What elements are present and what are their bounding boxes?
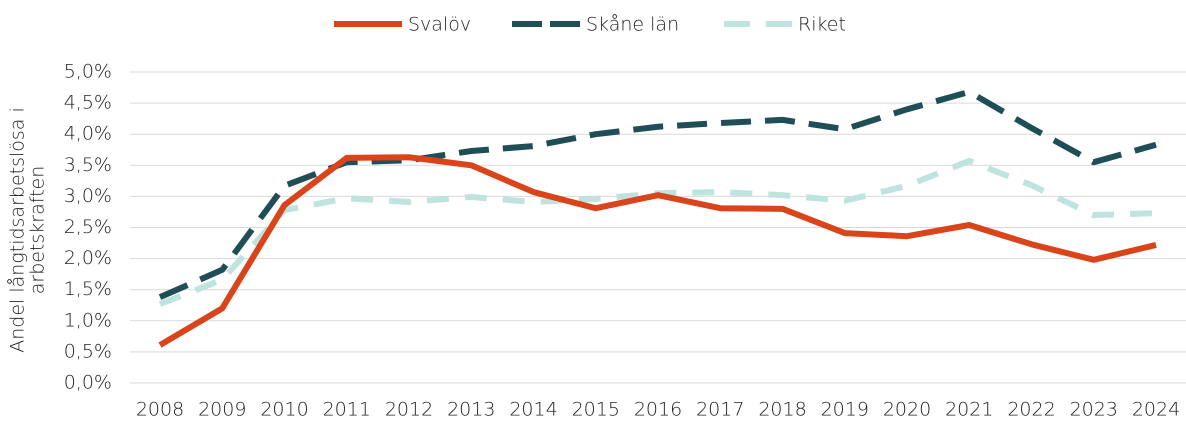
x-tick-label: 2015 bbox=[572, 399, 620, 421]
y-tick-label: 2,0% bbox=[64, 247, 112, 269]
legend-label: Riket bbox=[798, 14, 846, 36]
y-axis-title-line: arbetskraften bbox=[27, 166, 49, 295]
x-tick-label: 2019 bbox=[821, 399, 869, 421]
x-tick-label: 2020 bbox=[883, 399, 931, 421]
legend-label: Svalöv bbox=[408, 14, 471, 36]
y-tick-label: 4,5% bbox=[64, 92, 112, 114]
x-tick-label: 2022 bbox=[1007, 399, 1055, 421]
x-tick-label: 2012 bbox=[385, 399, 433, 421]
x-tick-label: 2008 bbox=[136, 399, 184, 421]
legend-label: Skåne län bbox=[586, 14, 679, 36]
x-tick-label: 2011 bbox=[323, 399, 371, 421]
y-tick-label: 3,0% bbox=[64, 185, 112, 207]
x-tick-label: 2023 bbox=[1070, 399, 1118, 421]
y-tick-label: 5,0% bbox=[64, 61, 112, 83]
y-tick-label: 1,5% bbox=[64, 278, 112, 300]
legend-item: Svalöv bbox=[334, 14, 471, 36]
x-tick-label: 2016 bbox=[634, 399, 682, 421]
legend-item: Riket bbox=[724, 14, 846, 36]
y-axis-title-line: Andel långtidsarbetslösa i bbox=[7, 107, 29, 352]
y-tick-label: 2,5% bbox=[64, 216, 112, 238]
series-line bbox=[158, 154, 1157, 348]
x-tick-label: 2013 bbox=[447, 399, 495, 421]
x-tick-label: 2018 bbox=[758, 399, 806, 421]
x-tick-label: 2014 bbox=[509, 399, 557, 421]
x-tick-label: 2017 bbox=[696, 399, 744, 421]
x-tick-label: 2021 bbox=[945, 399, 993, 421]
y-tick-label: 1,0% bbox=[64, 309, 112, 331]
y-tick-label: 0,0% bbox=[64, 372, 112, 394]
y-tick-label: 3,5% bbox=[64, 154, 112, 176]
series-line bbox=[158, 88, 1157, 300]
y-tick-label: 0,5% bbox=[64, 340, 112, 362]
series-line bbox=[158, 157, 1157, 307]
x-tick-label: 2024 bbox=[1132, 399, 1180, 421]
x-tick-label: 2010 bbox=[260, 399, 308, 421]
y-axis-title: Andel långtidsarbetslösa i arbetskraften bbox=[7, 107, 49, 352]
legend-item: Skåne län bbox=[512, 14, 679, 36]
x-tick-label: 2009 bbox=[198, 399, 246, 421]
y-tick-label: 4,0% bbox=[64, 123, 112, 145]
